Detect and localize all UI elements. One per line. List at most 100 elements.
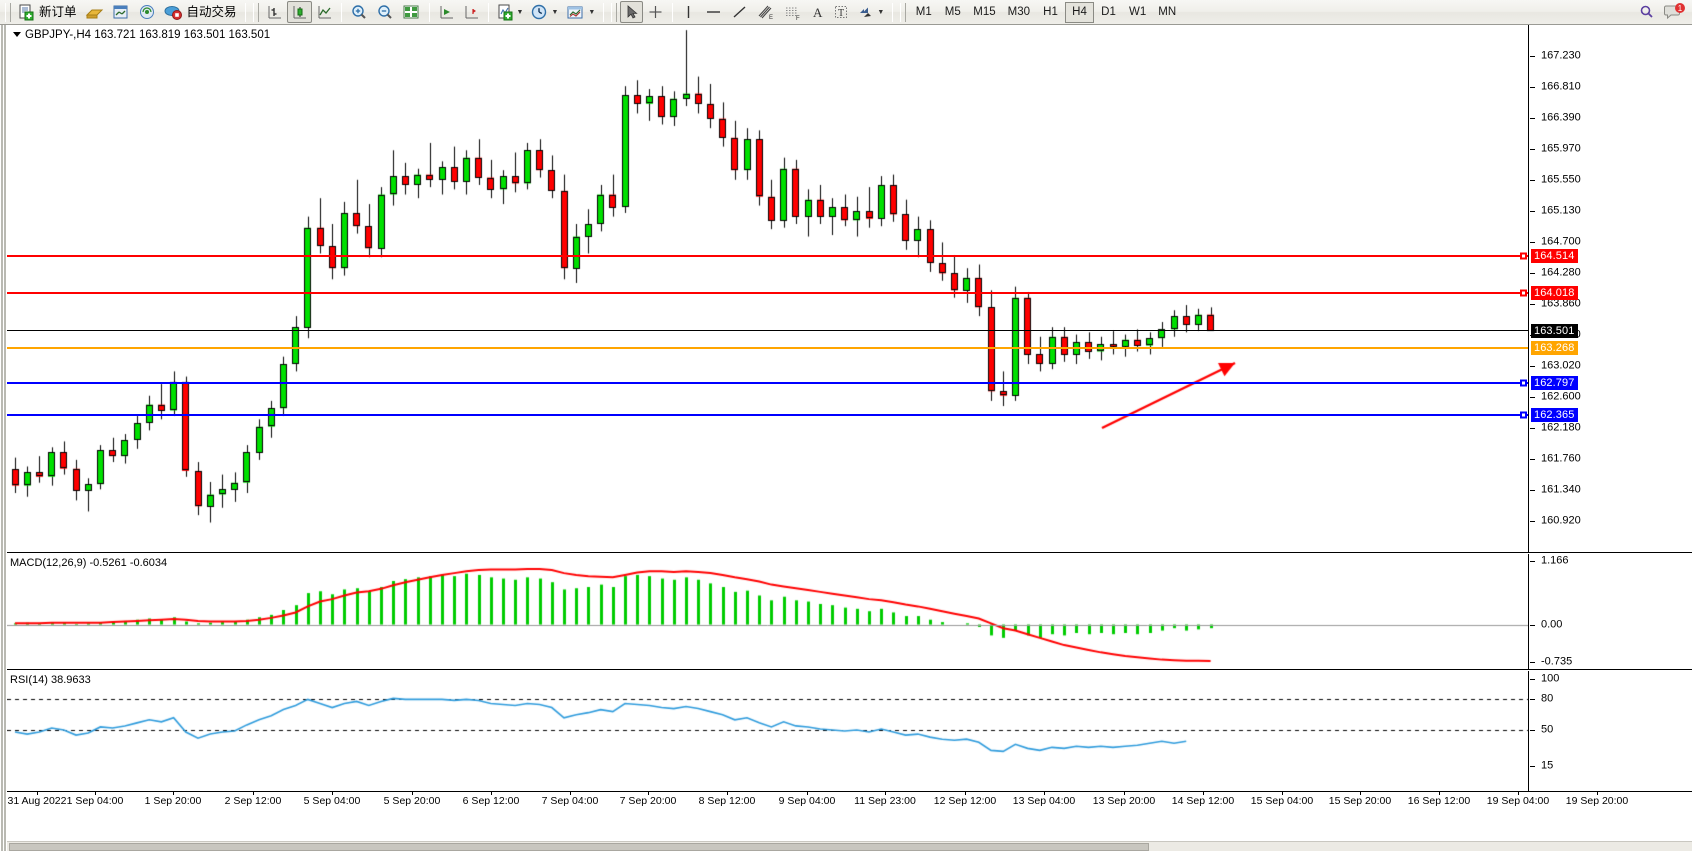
line-chart-button[interactable]	[312, 1, 337, 23]
price-tick-label: 162.600	[1541, 390, 1581, 403]
price-tag-last-price[interactable]: 163.501	[1531, 323, 1579, 338]
timeframe-m5[interactable]: M5	[944, 6, 961, 18]
scroll-end-button[interactable]	[434, 1, 459, 23]
trendline-button[interactable]	[727, 1, 752, 23]
rsi-tick-label: 15	[1541, 759, 1554, 772]
time-tick-mark	[570, 792, 571, 795]
timeframe-h1[interactable]: H1	[1043, 6, 1058, 18]
toolbar-separator-1	[244, 2, 246, 22]
search-icon	[1640, 5, 1653, 18]
drawing-toolbar-grip[interactable]	[611, 2, 618, 22]
price-tick-label: 160.920	[1541, 514, 1581, 527]
timeframe-m15[interactable]: M15	[973, 6, 996, 18]
data-grid-button[interactable]	[398, 1, 425, 23]
price-level-line-164.018[interactable]	[7, 291, 1528, 294]
crosshair-button[interactable]	[643, 1, 668, 23]
timeframe-toolbar-grip[interactable]	[900, 2, 907, 22]
price-tag-pivot[interactable]: 163.268	[1531, 340, 1579, 355]
timeframe-mn[interactable]: MN	[1158, 6, 1177, 18]
price-tag-resistance[interactable]: 164.018	[1531, 285, 1579, 300]
price-tick-mark	[1530, 490, 1535, 492]
search-button[interactable]	[1634, 1, 1660, 23]
horizontal-scrollbar[interactable]	[7, 841, 1692, 851]
time-tick-mark	[95, 792, 96, 795]
time-tick-label: 7 Sep 04:00	[541, 795, 599, 807]
zoom-in-icon	[351, 4, 366, 19]
notification-bell-icon: 1	[1664, 3, 1685, 20]
new-order-button[interactable]: 新订单	[14, 1, 81, 23]
timeframe-m30[interactable]: M30	[1007, 6, 1031, 18]
toolbar-grip[interactable]	[5, 2, 11, 22]
price-tag-resistance[interactable]: 164.514	[1531, 249, 1579, 264]
notifications-button[interactable]: 1	[1660, 1, 1690, 23]
price-level-handle-164.018[interactable]	[1520, 289, 1527, 297]
bar-chart-button[interactable]	[262, 1, 287, 23]
equidistant-channel-button[interactable]: E	[752, 1, 779, 23]
price-chart-pane[interactable]: GBPJPY-,H4 163.721 163.819 163.501 163.5…	[7, 25, 1528, 552]
templates-button[interactable]: ▼	[562, 1, 599, 23]
price-axis[interactable]: 167.230 166.810 166.390 165.970 165.550 165.1…	[1528, 25, 1692, 552]
arrows-dropdown-arrow[interactable]: ▼	[877, 8, 885, 16]
indicators-button[interactable]: ▼	[493, 1, 528, 23]
price-tick-label: 166.390	[1541, 111, 1581, 124]
macd-canvas[interactable]	[7, 554, 1528, 669]
price-level-line-163.268[interactable]	[7, 346, 1528, 349]
indicators-dropdown-arrow[interactable]: ▼	[516, 8, 524, 16]
horizontal-line-icon	[707, 10, 721, 13]
vertical-line-button[interactable]	[677, 1, 700, 23]
price-level-line-163.501[interactable]	[7, 329, 1528, 331]
candlestick-chart-button[interactable]	[286, 1, 312, 23]
fibonacci-button[interactable]: F	[779, 1, 806, 23]
price-candles-canvas[interactable]	[7, 25, 1528, 552]
rsi-pane[interactable]: RSI(14) 38.9633	[7, 671, 1528, 791]
fibonacci-icon: F	[786, 7, 800, 21]
scrollbar-thumb[interactable]	[9, 843, 1149, 851]
price-level-handle-164.514[interactable]	[1520, 252, 1527, 260]
macd-label: MACD(12,26,9) -0.5261 -0.6034	[10, 557, 168, 569]
timeframe-w1[interactable]: W1	[1129, 6, 1147, 18]
price-level-line-162.365[interactable]	[7, 413, 1528, 416]
toolbar-separator-7	[892, 2, 894, 22]
price-tick-label: 165.130	[1541, 204, 1581, 217]
rsi-canvas[interactable]	[7, 671, 1528, 791]
price-level-line-164.514[interactable]	[7, 255, 1528, 258]
market-watch-button[interactable]	[81, 1, 108, 23]
arrows-button[interactable]: ▼	[853, 1, 888, 23]
autotrading-button[interactable]: 自动交易	[160, 1, 241, 23]
chart-shift-button[interactable]	[459, 1, 484, 23]
price-tag-support[interactable]: 162.797	[1531, 375, 1579, 390]
vertical-line-icon	[688, 5, 690, 18]
templates-dropdown-arrow[interactable]: ▼	[588, 8, 596, 16]
time-tick-mark	[1360, 792, 1361, 795]
text-button[interactable]: A	[806, 1, 829, 23]
chart-toolbar-grip[interactable]	[252, 2, 259, 22]
price-tick-label: 161.760	[1541, 452, 1581, 465]
horizontal-line-button[interactable]	[700, 1, 727, 23]
text-label-icon: T	[835, 5, 848, 19]
zoom-in-button[interactable]	[346, 1, 372, 23]
time-tick-label: 8 Sep 12:00	[698, 795, 756, 807]
price-tag-support[interactable]: 162.365	[1531, 407, 1579, 422]
price-tick-mark	[1530, 148, 1535, 150]
period-dropdown-arrow[interactable]: ▼	[551, 8, 559, 16]
timeframe-h4[interactable]: H4	[1065, 1, 1095, 23]
navigator-button[interactable]	[134, 1, 160, 23]
chart-left-rail	[0, 25, 7, 851]
candlestick-icon	[293, 5, 306, 18]
price-tick-mark	[1530, 428, 1535, 430]
price-level-handle-162.797[interactable]	[1520, 379, 1527, 387]
rsi-axis: 100 80 50 15	[1528, 671, 1692, 791]
macd-pane[interactable]: MACD(12,26,9) -0.5261 -0.6034	[7, 554, 1528, 669]
price-tick-label: 164.700	[1541, 235, 1581, 248]
data-window-button[interactable]	[108, 1, 134, 23]
price-level-handle-162.365[interactable]	[1520, 411, 1527, 419]
timeframe-d1[interactable]: D1	[1101, 6, 1116, 18]
chart-collapse-icon[interactable]	[13, 32, 21, 38]
timeframe-m1[interactable]: M1	[915, 6, 932, 18]
zoom-out-button[interactable]	[372, 1, 398, 23]
period-button[interactable]: ▼	[527, 1, 562, 23]
price-level-line-162.797[interactable]	[7, 381, 1528, 384]
cursor-button[interactable]	[620, 1, 644, 23]
text-label-button[interactable]: T	[829, 1, 853, 23]
time-tick-label: 11 Sep 23:00	[854, 795, 916, 807]
